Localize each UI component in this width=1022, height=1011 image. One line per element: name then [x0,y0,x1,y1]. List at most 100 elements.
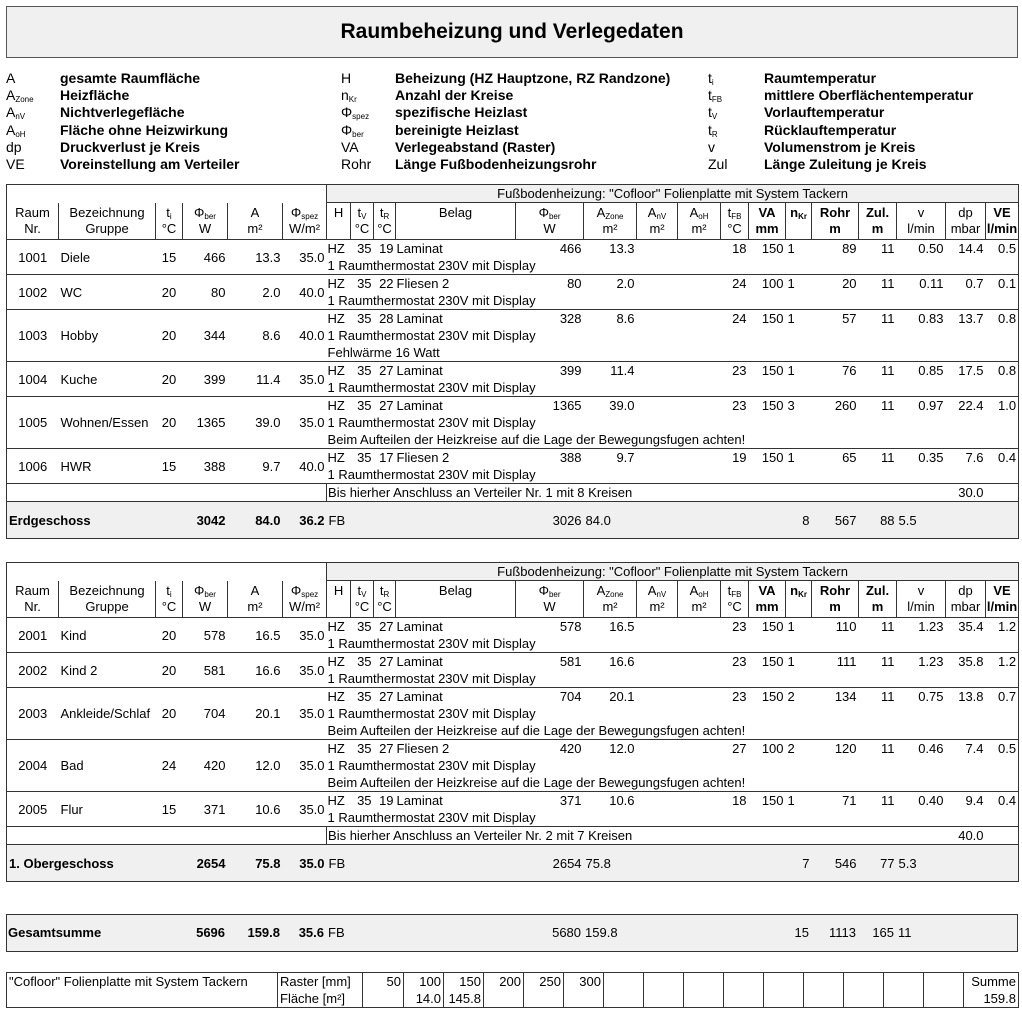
room-note: 1 Raumthermostat 230V mit Display [327,706,536,721]
summary-azone: 84.0 [583,501,637,539]
room-cell: HZ [326,652,351,670]
room-cell: Laminat [395,652,516,670]
summary-spez: 36.2 [282,501,327,539]
legend-symbol-main: A [6,70,16,86]
legend-symbol: Φber [341,122,364,139]
header-unit: m² [649,221,665,236]
room-cell: Hobby [58,309,156,362]
column-header: tV °C [350,580,374,618]
room-cell: 23 [720,652,749,670]
legend-description: Länge Fußbodenheizungsrohr [395,156,597,172]
room-cell [636,448,678,466]
room-note: 1 Raumthermostat 230V mit Display [327,671,536,686]
header-main: n [790,205,799,220]
raster-cell [883,972,924,990]
summary-v: 11 [898,924,912,940]
room-cell: 35 [350,396,374,414]
room-cell: 20.1 [227,687,283,740]
legend-symbol-main: VA [341,138,359,155]
header-main: t [166,204,170,220]
header-main: t [357,583,362,598]
room-cell: 15 [161,249,177,265]
room-cell: 35.0 [282,791,327,827]
room-cell: HZ [327,619,345,634]
room-cell: 24 [155,739,183,792]
room-cell: 20 [811,274,859,292]
room-cell: 19 [373,791,396,809]
room-cell: 150 [748,687,786,705]
flaeche-cell [523,990,564,1008]
room-cell: HZ [327,241,345,256]
header-main: Rohr [819,205,851,220]
verteiler-text: Bis hierher Anschluss an Verteiler Nr. 1… [326,483,946,502]
room-cell: 18 [732,241,747,256]
room-cell: Laminat [396,619,443,634]
room-cell: 0.35 [896,448,946,466]
column-header: tR °C [373,202,396,240]
header-sub: spez [301,589,319,599]
header-main: Raum [15,582,50,598]
header-main: A [647,583,657,598]
header-main: A [250,204,260,220]
room-cell: 1.0 [985,396,1019,414]
header-sub: nV [656,590,667,599]
room-cell: 20 [155,396,183,449]
legend-symbol: AZone [6,87,34,104]
room-cell: 35.0 [282,361,327,397]
legend-symbol: H [341,70,351,87]
flaeche-cell [763,990,804,1008]
room-cell: 12.0 [583,739,637,757]
legend-symbol: VA [341,139,359,156]
flaeche-cell [883,990,924,1008]
room-cell: Ankleide/Schlaf [58,687,156,740]
room-cell: 328 [515,309,584,327]
legend-symbol: tFB [708,87,722,104]
room-cell: 24 [720,309,749,327]
room-cell: 40.0 [282,448,327,484]
room-cell: 0.97 [896,396,946,414]
room-cell: 0.7 [985,687,1019,705]
header-main: t [357,205,362,220]
room-note: 1 Raumthermostat 230V mit Display [327,380,536,395]
summary-a: 159.8 [247,924,281,940]
room-cell: 39.0 [227,396,283,449]
room-cell: 0.11 [896,274,946,292]
flaeche-cell [803,990,844,1008]
room-cell: 110 [835,619,857,634]
room-cell: 20 [155,309,183,362]
room-cell: 27 [720,739,749,757]
summary-nkr: 8 [785,501,812,539]
room-row: 2002 Kind 2 20 581 16.6 35.0 HZ 35 27 Laminat 581 1… [6,652,1019,688]
room-cell: 1003 [6,309,59,362]
header-sub: Zone [605,590,624,599]
room-cell: 35.0 [299,627,325,643]
column-header: nKr [785,202,812,240]
room-cell: 11 [858,396,897,414]
verteiler-row: Bis hierher Anschluss an Verteiler Nr. 2… [6,826,1019,845]
room-cell: 134 [811,687,859,705]
header-unit: °C [161,220,177,236]
header-main: t [379,205,384,220]
summary-empty [636,914,785,950]
room-cell: 1.23 [896,652,946,670]
room-cell: 57 [811,309,859,327]
room-cell: 2001 [18,627,48,643]
room-note: Beim Aufteilen der Heizkreise auf die La… [327,775,746,790]
room-cell: 27 [379,619,394,634]
room-cell: 150 [748,361,786,379]
summary-spez: 35.6 [298,924,325,940]
raster-cell: 100 [403,972,444,990]
legend-symbol-main: t [708,121,712,138]
flaeche-cell [603,990,644,1008]
summary-rohr: 567 [811,501,859,539]
header-unit: mm [755,221,779,236]
room-cell: 35.0 [299,249,325,265]
room-row: 1002 WC 20 80 2.0 40.0 HZ 35 22 Fliesen 2 80 2.0 24 1… [6,274,1019,310]
room-cell: 35.0 [282,687,327,740]
legend-symbol-main: Zul [708,156,728,172]
header-unit: mm [755,599,779,614]
room-cell: 11 [858,687,897,705]
column-header: H [326,202,351,240]
column-header: nKr [785,580,812,618]
summary-empty [945,844,1019,882]
